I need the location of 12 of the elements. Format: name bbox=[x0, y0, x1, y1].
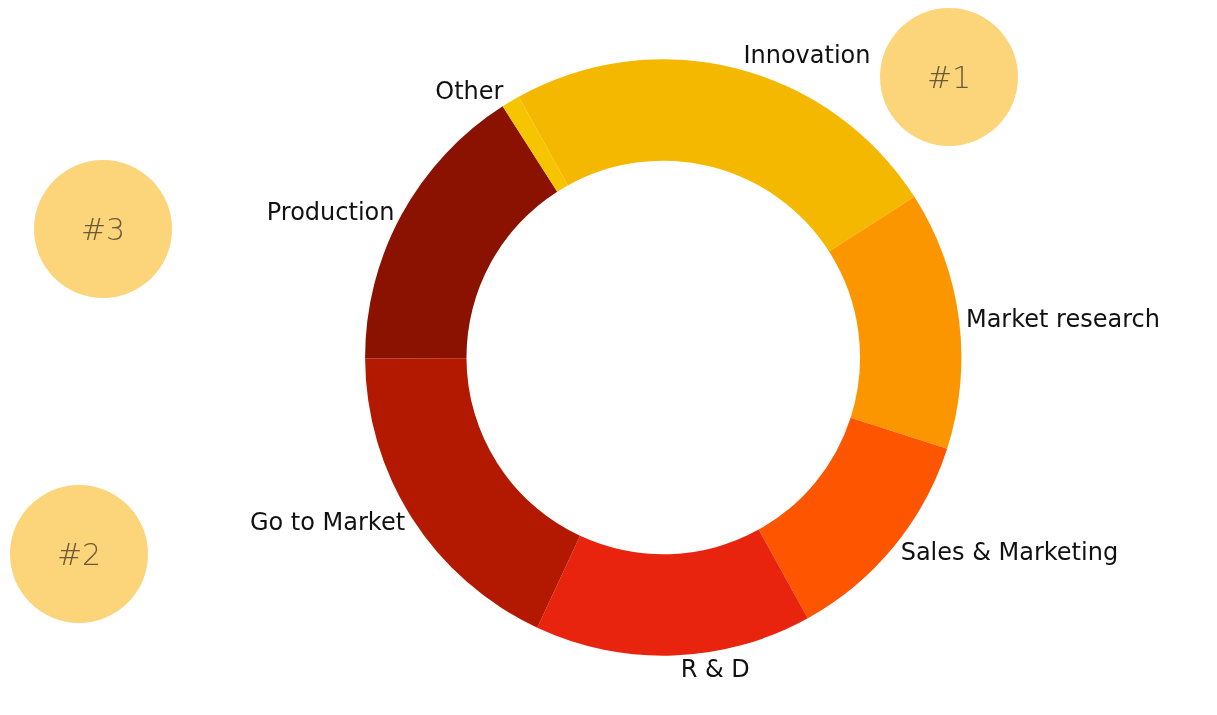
slice-label: Sales & Marketing bbox=[900, 538, 1119, 567]
donut-slice bbox=[829, 196, 961, 449]
slice-label: Innovation bbox=[743, 41, 871, 70]
slice-label: Other bbox=[435, 77, 504, 106]
text: #1 bbox=[880, 8, 1018, 146]
slice-label: Market research bbox=[965, 304, 1160, 333]
slice-label: Production bbox=[266, 197, 395, 226]
donut-slice bbox=[537, 529, 808, 656]
slice-label: R & D bbox=[680, 655, 750, 684]
text: #2 bbox=[10, 485, 148, 623]
text: #3 bbox=[34, 160, 172, 298]
slice-label: Go to Market bbox=[249, 508, 406, 537]
